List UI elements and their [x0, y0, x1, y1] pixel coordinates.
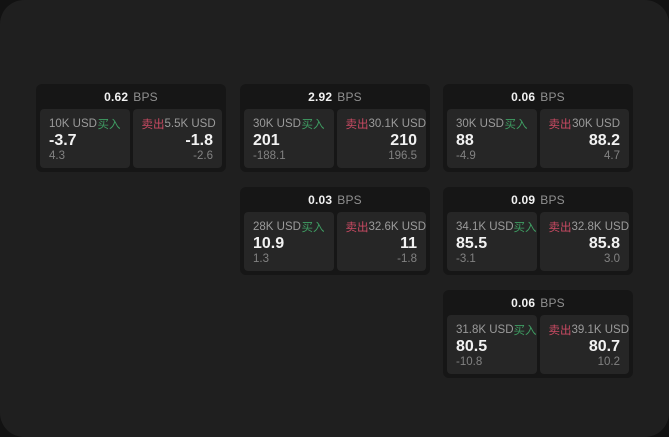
sell-price-value: 80.7: [588, 338, 620, 355]
sell-side-label: 卖出: [345, 222, 369, 234]
sell-size-label: 30K USD: [572, 118, 620, 130]
buy-panel[interactable]: 30K USD 买入 88 -4.9: [447, 109, 537, 168]
sell-panel[interactable]: 卖出 30.1K USD 210 196.5: [336, 109, 427, 168]
buy-side-label: 买入: [97, 119, 121, 131]
buy-panel[interactable]: 28K USD 买入 10.9 1.3: [244, 212, 334, 271]
buy-side-label: 买入: [301, 222, 325, 234]
sell-price-value: 11: [400, 235, 417, 252]
sell-size-label: 32.8K USD: [571, 221, 630, 233]
buy-panel[interactable]: 31.8K USD 买入 80.5 -10.8: [447, 315, 537, 374]
buy-price-value: 201: [253, 132, 280, 149]
sell-panel[interactable]: 卖出 32.8K USD 85.8 3.0: [539, 212, 630, 271]
buy-delta-value: -3.1: [456, 253, 476, 265]
buy-panel[interactable]: 30K USD 买入 201 -188.1: [244, 109, 334, 168]
sell-delta-value: -2.6: [193, 150, 213, 162]
quote-card: 2.92 BPS 30K USD 买入 201 -188.1 卖出 30.1K …: [240, 84, 430, 172]
buy-price-value: 80.5: [456, 338, 488, 355]
bps-unit-label: BPS: [540, 89, 565, 104]
sell-side-label: 卖出: [141, 119, 165, 131]
buy-size-label: 10K USD: [49, 118, 97, 130]
buy-delta-value: -4.9: [456, 150, 476, 162]
sell-delta-value: 10.2: [597, 356, 620, 368]
bps-header: 0.09 BPS: [443, 187, 633, 212]
sell-size-label: 32.6K USD: [368, 221, 427, 233]
bps-unit-label: BPS: [540, 295, 565, 310]
buy-delta-value: -188.1: [253, 150, 286, 162]
buy-side-label: 买入: [513, 325, 537, 337]
buy-delta-value: -10.8: [456, 356, 483, 368]
sell-side-label: 卖出: [345, 119, 369, 131]
sell-panel[interactable]: 卖出 30K USD 88.2 4.7: [539, 109, 629, 168]
bps-header: 0.06 BPS: [443, 290, 633, 315]
buy-price-value: 10.9: [253, 235, 285, 252]
bps-unit-label: BPS: [540, 192, 565, 207]
buy-side-label: 买入: [513, 222, 537, 234]
bps-value: 2.92: [308, 89, 333, 104]
buy-side-label: 买入: [504, 119, 528, 131]
sell-delta-value: -1.8: [397, 253, 417, 265]
sell-delta-value: 196.5: [388, 150, 417, 162]
bps-value: 0.03: [308, 192, 333, 207]
buy-price-value: -3.7: [49, 132, 77, 149]
sell-price-value: 85.8: [588, 235, 620, 252]
buy-size-label: 28K USD: [253, 221, 301, 233]
sell-panel[interactable]: 卖出 32.6K USD 11 -1.8: [336, 212, 427, 271]
sell-delta-value: 4.7: [604, 150, 620, 162]
bps-value: 0.09: [511, 192, 536, 207]
buy-delta-value: 4.3: [49, 150, 65, 162]
sell-price-value: 210: [390, 132, 417, 149]
sell-size-label: 5.5K USD: [164, 118, 216, 130]
bps-header: 0.62 BPS: [36, 84, 226, 109]
sell-price-value: -1.8: [185, 132, 213, 149]
buy-size-label: 34.1K USD: [456, 221, 514, 233]
sell-size-label: 39.1K USD: [571, 324, 630, 336]
buy-panel[interactable]: 10K USD 买入 -3.7 4.3: [40, 109, 130, 168]
bps-header: 0.03 BPS: [240, 187, 430, 212]
bps-unit-label: BPS: [133, 89, 158, 104]
sell-size-label: 30.1K USD: [368, 118, 427, 130]
sell-panel[interactable]: 卖出 5.5K USD -1.8 -2.6: [132, 109, 222, 168]
buy-size-label: 31.8K USD: [456, 324, 514, 336]
quote-card: 0.06 BPS 30K USD 买入 88 -4.9 卖出 30K USD 8…: [443, 84, 633, 172]
bps-header: 2.92 BPS: [240, 84, 430, 109]
sell-side-label: 卖出: [548, 119, 572, 131]
buy-price-value: 85.5: [456, 235, 488, 252]
buy-panel[interactable]: 34.1K USD 买入 85.5 -3.1: [447, 212, 537, 271]
bps-value: 0.62: [104, 89, 129, 104]
sell-panel[interactable]: 卖出 39.1K USD 80.7 10.2: [539, 315, 630, 374]
bps-value: 0.06: [511, 89, 536, 104]
quote-card: 0.09 BPS 34.1K USD 买入 85.5 -3.1 卖出 32.8K…: [443, 187, 633, 275]
buy-size-label: 30K USD: [456, 118, 504, 130]
sell-price-value: 88.2: [588, 132, 620, 149]
bps-header: 0.06 BPS: [443, 84, 633, 109]
sell-side-label: 卖出: [548, 325, 572, 337]
buy-price-value: 88: [456, 132, 474, 149]
buy-side-label: 买入: [301, 119, 325, 131]
buy-delta-value: 1.3: [253, 253, 269, 265]
bps-unit-label: BPS: [337, 192, 362, 207]
buy-size-label: 30K USD: [253, 118, 301, 130]
quote-card: 0.62 BPS 10K USD 买入 -3.7 4.3 卖出 5.5K USD…: [36, 84, 226, 172]
quote-card: 0.03 BPS 28K USD 买入 10.9 1.3 卖出 32.6K US…: [240, 187, 430, 275]
sell-delta-value: 3.0: [604, 253, 620, 265]
sell-side-label: 卖出: [548, 222, 572, 234]
quote-card: 0.06 BPS 31.8K USD 买入 80.5 -10.8 卖出 39.1…: [443, 290, 633, 378]
bps-unit-label: BPS: [337, 89, 362, 104]
bps-value: 0.06: [511, 295, 536, 310]
